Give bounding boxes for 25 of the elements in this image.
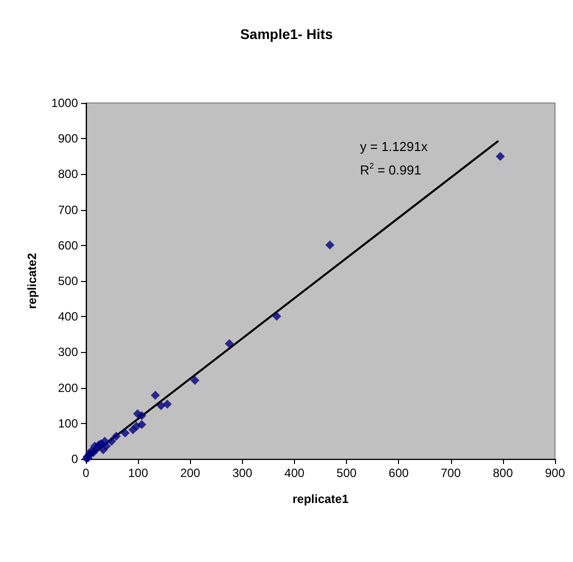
y-tick-label: 500 [58, 274, 78, 288]
y-tick-label: 800 [58, 167, 78, 182]
x-tick-label: 700 [440, 466, 462, 480]
x-tick-label: 900 [544, 466, 566, 480]
x-tick-label: 300 [232, 466, 253, 480]
y-tick-label: 0 [71, 452, 78, 466]
y-tick-label: 1000 [51, 96, 78, 110]
y-tick-label: 600 [58, 238, 78, 252]
x-tick-label: 400 [284, 466, 305, 480]
annotation: y = 1.1291x [360, 139, 428, 154]
x-tick-label: 800 [492, 466, 514, 480]
y-tick-label: 400 [58, 310, 78, 324]
x-tick-label: 500 [336, 466, 357, 480]
y-tick-label: 700 [58, 202, 78, 217]
x-axis-title: replicate1 [292, 492, 349, 506]
x-tick-label: 200 [180, 466, 201, 480]
y-tick-label: 100 [58, 416, 78, 430]
y-tick-label: 900 [58, 132, 78, 146]
y-tick-label: 200 [58, 380, 78, 395]
chart-title: Sample1- Hits [240, 26, 334, 42]
x-tick-label: 100 [128, 466, 148, 480]
x-tick-label: 0 [82, 466, 90, 480]
y-axis-title: replicate2 [25, 252, 39, 310]
x-tick-label: 600 [388, 466, 409, 480]
y-tick-label: 300 [58, 345, 78, 360]
